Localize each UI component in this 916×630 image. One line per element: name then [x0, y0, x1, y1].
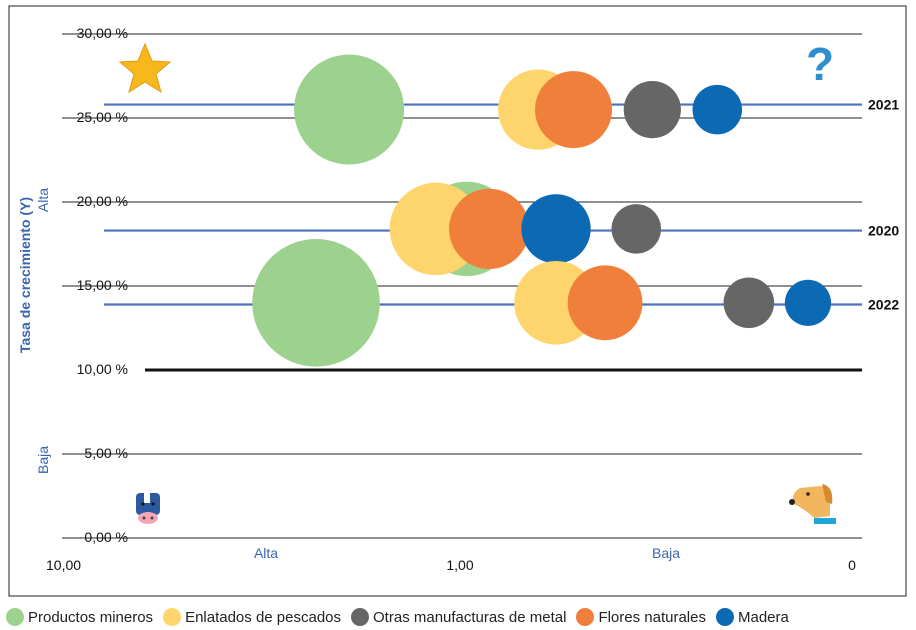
- year-label: 2020: [868, 223, 899, 239]
- legend-label: Otras manufacturas de metal: [373, 608, 567, 626]
- legend-item: Madera: [716, 608, 789, 626]
- bubble-otras-manufacturas-de-metal-2022: [723, 277, 775, 329]
- dog-icon: [789, 484, 836, 524]
- bubble-productos-mineros-2022: [252, 238, 380, 367]
- bubble-madera-2022: [784, 279, 832, 326]
- chart-frame: [8, 5, 907, 597]
- bubble-chart: 0,00 % 5,00 % 10,00 % 15,00 % 20,00 % 25,00 %…: [8, 5, 907, 597]
- y-tick-label: 10,00 %: [77, 361, 128, 377]
- legend-item: Flores naturales: [576, 608, 706, 626]
- cow-icon: [128, 487, 168, 524]
- legend-label: Madera: [738, 608, 789, 626]
- bubble-flores-naturales-2022: [567, 265, 643, 341]
- y-tick-label: 20,00 %: [77, 193, 128, 209]
- legend-label: Productos mineros: [28, 608, 154, 626]
- y-tick-label: 30,00 %: [77, 25, 128, 41]
- y-tick-label: 25,00 %: [77, 109, 128, 125]
- x-tick-label: 10,00: [46, 557, 81, 573]
- bubble-flores-naturales-2021: [535, 71, 613, 149]
- bubble-productos-mineros-2021: [294, 54, 405, 165]
- legend-item: Otras manufacturas de metal: [351, 608, 566, 626]
- legend-swatch: [716, 608, 734, 626]
- legend-swatch: [576, 608, 595, 626]
- legend-swatch: [163, 608, 182, 626]
- x-tick-label: 0: [848, 557, 856, 573]
- legend-item: Enlatados de pescados: [163, 608, 341, 626]
- y-tick-label: 5,00 %: [84, 445, 128, 461]
- bubble-otras-manufacturas-de-metal-2021: [623, 81, 681, 139]
- y-high-label: Alta: [35, 188, 51, 212]
- bubble-otras-manufacturas-de-metal-2020: [611, 204, 662, 254]
- y-tick-label: 15,00 %: [77, 277, 128, 293]
- y-axis-label: Tasa de crecimiento (Y): [17, 197, 33, 353]
- legend-swatch: [6, 608, 24, 626]
- legend-swatch: [351, 608, 370, 626]
- question-icon: ?: [806, 38, 834, 90]
- legend-item: Productos mineros: [6, 608, 153, 626]
- y-low-label: Baja: [35, 446, 51, 474]
- year-label: 2022: [868, 296, 899, 312]
- bubble-madera-2021: [692, 84, 743, 135]
- bubble-madera-2020: [521, 194, 591, 264]
- star-icon: [118, 42, 172, 94]
- x-low-label: Baja: [652, 545, 680, 561]
- legend: Productos mineros Enlatados de pescados Ot…: [6, 606, 799, 628]
- x-tick-label: 1,00: [446, 557, 473, 573]
- bubble-flores-naturales-2020: [449, 188, 530, 270]
- y-tick-label: 0,00 %: [84, 529, 128, 545]
- year-label: 2021: [868, 97, 899, 113]
- legend-label: Flores naturales: [598, 608, 706, 626]
- x-high-label: Alta: [254, 545, 278, 561]
- legend-label: Enlatados de pescados: [185, 608, 342, 626]
